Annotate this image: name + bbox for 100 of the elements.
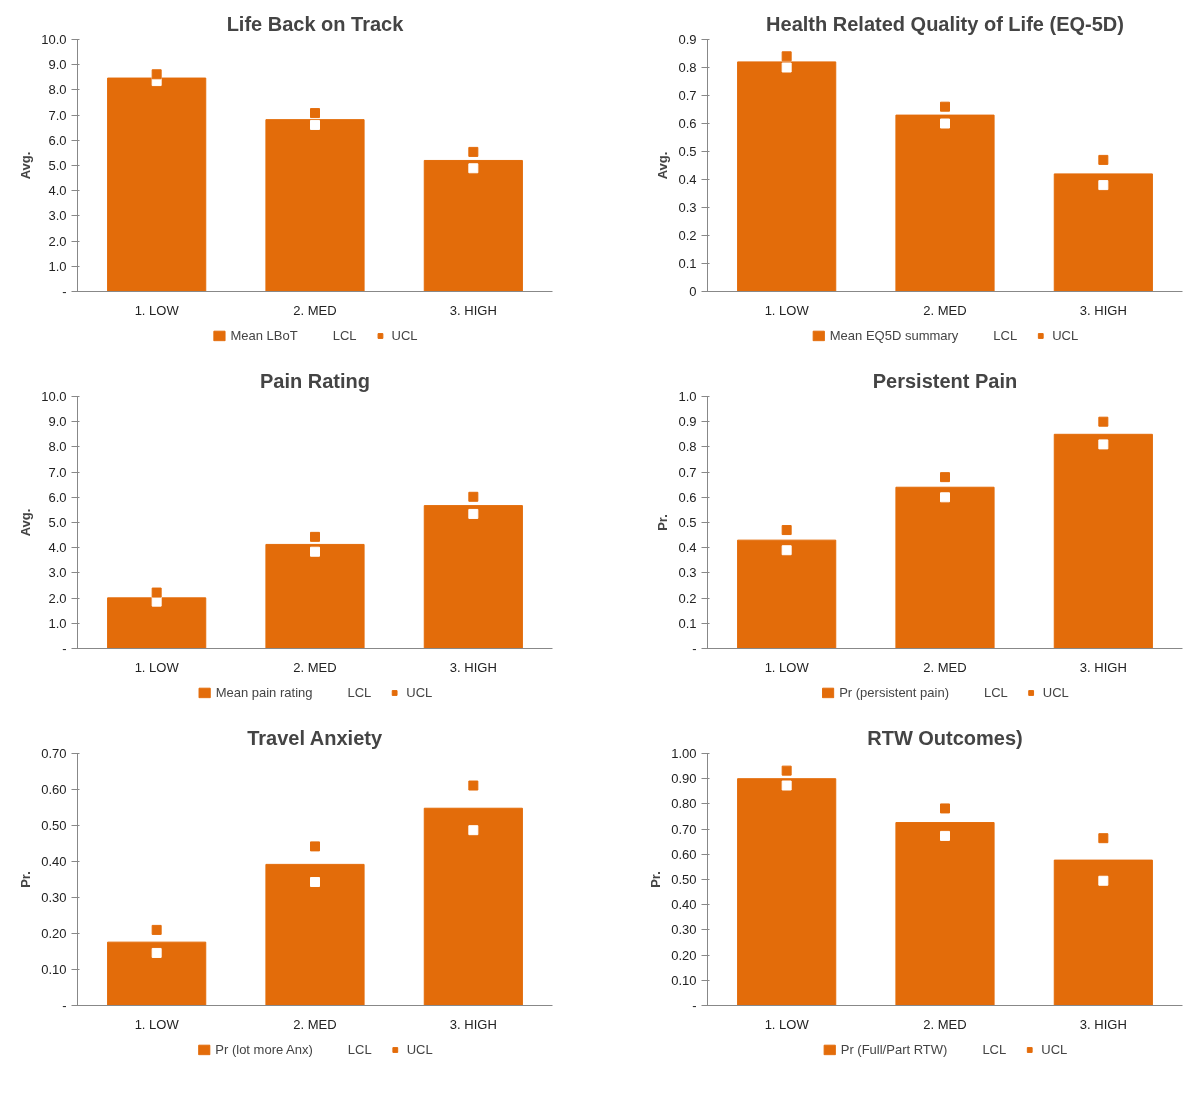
y-axis-title: Avg. <box>655 151 671 180</box>
y-tick-label: 9.0 <box>48 414 67 430</box>
point <box>310 119 320 130</box>
x-tick-label: 3. HIGH <box>449 302 497 318</box>
y-tick-label: 0.10 <box>41 962 67 977</box>
legend-label: UCL <box>1041 1041 1068 1057</box>
x-tick-label: 1. LOW <box>764 659 810 675</box>
y-tick-label: 0.9 <box>678 32 697 47</box>
y-tick-label: 0.70 <box>41 746 67 761</box>
y-tick-label: 0.4 <box>678 540 697 556</box>
y-tick-label: 8.0 <box>48 439 67 455</box>
y-tick-label: 2.0 <box>48 233 67 249</box>
y-tick-label: 4.0 <box>48 540 67 556</box>
y-tick-label: 0.5 <box>678 515 697 530</box>
bar <box>895 822 995 1006</box>
y-tick-label: - <box>62 998 67 1013</box>
point <box>468 508 479 519</box>
y-tick-label: 0.1 <box>678 256 697 271</box>
point <box>1098 439 1109 450</box>
y-tick-label: - <box>62 641 67 656</box>
bar <box>737 539 837 649</box>
y-axis-title: Avg. <box>18 508 34 537</box>
point <box>310 841 320 852</box>
point <box>940 830 950 841</box>
x-tick-label: 2. MED <box>293 659 337 675</box>
point <box>310 877 320 888</box>
legend-label: UCL <box>1052 327 1079 343</box>
y-tick-label: 1.0 <box>48 258 67 274</box>
point <box>151 69 162 80</box>
chart-title: Travel Anxiety <box>247 726 383 749</box>
y-tick-label: 0.10 <box>671 972 697 988</box>
point <box>781 780 792 791</box>
y-tick-label: 0.5 <box>678 144 697 159</box>
point <box>468 780 479 791</box>
point <box>940 118 950 129</box>
point <box>1098 875 1109 886</box>
point <box>781 525 792 536</box>
y-tick-label: 4.0 <box>48 183 67 199</box>
y-tick-label: 8.0 <box>48 82 67 98</box>
y-tick-label: 0.6 <box>678 489 697 505</box>
y-tick-label: 1.0 <box>48 615 67 631</box>
y-tick-label: 3.0 <box>48 208 67 224</box>
legend-label: Pr (lot more Anx) <box>215 1041 313 1057</box>
y-tick-label: 0.20 <box>41 926 67 941</box>
bar <box>107 941 207 1006</box>
y-tick-label: - <box>692 998 697 1013</box>
point <box>151 596 162 607</box>
bar <box>423 505 523 649</box>
y-tick-label: 2.0 <box>48 590 67 606</box>
y-tick-label: 10.0 <box>41 32 67 47</box>
x-tick-label: 2. MED <box>293 1016 337 1032</box>
y-tick-label: 0.7 <box>678 88 697 103</box>
y-tick-label: 3.0 <box>48 565 67 581</box>
chart-title: RTW Outcomes) <box>867 726 1023 749</box>
x-tick-label: 3. HIGH <box>449 659 497 675</box>
y-tick-label: 1.0 <box>678 389 697 404</box>
chart-title: Persistent Pain <box>872 369 1018 392</box>
x-tick-label: 2. MED <box>923 302 967 318</box>
x-tick-label: 2. MED <box>923 659 967 675</box>
bar <box>265 863 365 1006</box>
x-tick-label: 3. HIGH <box>1079 659 1127 675</box>
x-tick-label: 1. LOW <box>764 1016 810 1032</box>
point <box>1098 833 1109 844</box>
x-tick-label: 1. LOW <box>764 302 810 318</box>
y-tick-label: 0.3 <box>678 565 697 581</box>
point <box>940 101 950 112</box>
y-tick-label: 5.0 <box>48 515 67 530</box>
point <box>310 546 320 557</box>
chart-title: Life Back on Track <box>226 12 405 35</box>
bar <box>1053 433 1153 649</box>
y-tick-label: 0.1 <box>678 615 697 631</box>
point <box>151 947 162 958</box>
y-tick-label: 0.6 <box>678 116 697 131</box>
legend-label: UCL <box>406 684 433 700</box>
y-tick-label: 0.8 <box>678 60 697 75</box>
y-tick-label: 0.3 <box>678 200 697 215</box>
y-tick-label: 0.90 <box>671 771 697 787</box>
y-tick-label: 0.30 <box>671 922 697 938</box>
text: LCL <box>983 684 1008 700</box>
bar <box>895 486 995 649</box>
x-tick-label: 2. MED <box>923 1016 967 1032</box>
y-tick-label: 0.40 <box>41 854 67 869</box>
legend-label: Mean LBoT <box>230 327 298 343</box>
y-tick-label: 0.30 <box>41 890 67 905</box>
point <box>940 492 950 503</box>
y-axis-title: Pr. <box>648 871 664 888</box>
y-tick-label: 0.60 <box>671 846 697 862</box>
y-tick-label: 0.4 <box>678 172 697 187</box>
legend-label: Pr (Full/Part RTW) <box>840 1041 948 1057</box>
legend-label: UCL <box>406 1041 433 1057</box>
y-tick-label: 0.60 <box>41 782 67 797</box>
point <box>468 491 479 502</box>
point <box>940 472 950 483</box>
y-tick-label: 0.50 <box>671 872 697 887</box>
y-tick-label: 0.80 <box>671 796 697 812</box>
text: LCL <box>993 327 1018 343</box>
point <box>1098 154 1109 165</box>
y-tick-label: 0.20 <box>671 947 697 963</box>
bar <box>423 807 523 1006</box>
point <box>468 163 479 174</box>
